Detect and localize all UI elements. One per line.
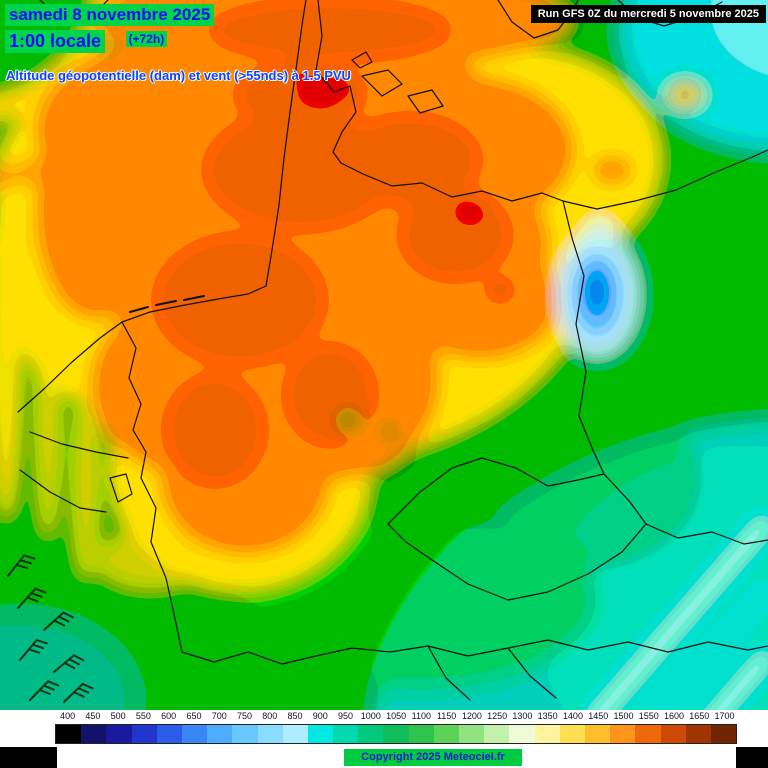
scale-label: 1500 [613, 711, 634, 721]
wind-barbs [7, 554, 94, 703]
scale-label: 800 [262, 711, 278, 721]
scale-cell [232, 725, 258, 743]
scale-cell [559, 725, 585, 743]
scale-cell [282, 725, 308, 743]
scale-label: 1450 [588, 711, 609, 721]
scale-cell [484, 725, 510, 743]
copyright-badge: Copyright 2025 Meteociel.fr [344, 749, 522, 766]
scale-label: 1050 [386, 711, 407, 721]
scale-label: 1200 [461, 711, 482, 721]
scale-label: 550 [135, 711, 151, 721]
valid-time: 1:00 locale [5, 30, 106, 53]
scale-label: 1600 [663, 711, 685, 721]
scale-cell [710, 725, 737, 743]
scale-cell [181, 725, 208, 743]
scale-label: 1250 [487, 711, 508, 721]
scale-label: 450 [85, 711, 101, 721]
forecast-offset-badge: (+72h) [125, 31, 168, 47]
scale-labels: 400 450 500 550 600 650 700 750 800 850 900 950 1000… [55, 711, 737, 722]
scale-cell [433, 725, 459, 743]
scale-cell [307, 725, 334, 743]
scale-cell [635, 725, 661, 743]
scale-label: 1550 [638, 711, 659, 721]
scale-label: 1700 [714, 711, 735, 721]
weather-map [0, 0, 768, 710]
scale-label: 400 [60, 711, 76, 721]
contour-field [0, 0, 768, 710]
scale-label: 1100 [411, 711, 432, 721]
legend-corner-right [736, 747, 768, 768]
scale-label: 1350 [537, 711, 558, 721]
variable-title: Altitude géopotentielle (dam) et vent (>… [6, 68, 351, 83]
scale-cell [660, 725, 686, 743]
run-info-badge: Run GFS 0Z du mercredi 5 novembre 2025 [530, 5, 766, 23]
scale-label: 650 [186, 711, 202, 721]
valid-date: samedi 8 novembre 2025 [5, 4, 215, 26]
scale-cell [685, 725, 711, 743]
scale-label: 850 [287, 711, 303, 721]
scale-cell [131, 725, 157, 743]
scale-label: 950 [338, 711, 354, 721]
scale-cell [56, 725, 82, 743]
scale-cell [333, 725, 359, 743]
scale-cell [156, 725, 182, 743]
scale-cell [257, 725, 283, 743]
color-scale-legend: 400 450 500 550 600 650 700 750 800 850 900 950 1000… [0, 710, 768, 768]
scale-cell [584, 725, 611, 743]
scale-label: 1000 [360, 711, 381, 721]
scale-cell [610, 725, 636, 743]
scale-label: 1400 [562, 711, 583, 721]
scale-cell [106, 725, 132, 743]
scale-cell [459, 725, 485, 743]
scale-cell [534, 725, 560, 743]
valid-time-row: 1:00 locale (+72h) [5, 30, 168, 53]
scale-label: 1300 [512, 711, 533, 721]
scale-cell [358, 725, 384, 743]
scale-cell [383, 725, 409, 743]
scale-bar [55, 724, 737, 744]
scale-label: 1650 [689, 711, 710, 721]
legend-corner-left [0, 747, 57, 768]
scale-label: 1150 [436, 711, 457, 721]
scale-cell [509, 725, 535, 743]
scale-label: 750 [236, 711, 252, 721]
scale-label: 600 [161, 711, 177, 721]
scale-cell [207, 725, 233, 743]
scale-cell [81, 725, 107, 743]
scale-cell [408, 725, 434, 743]
scale-label: 500 [110, 711, 126, 721]
scale-label: 900 [312, 711, 328, 721]
scale-label: 700 [211, 711, 227, 721]
